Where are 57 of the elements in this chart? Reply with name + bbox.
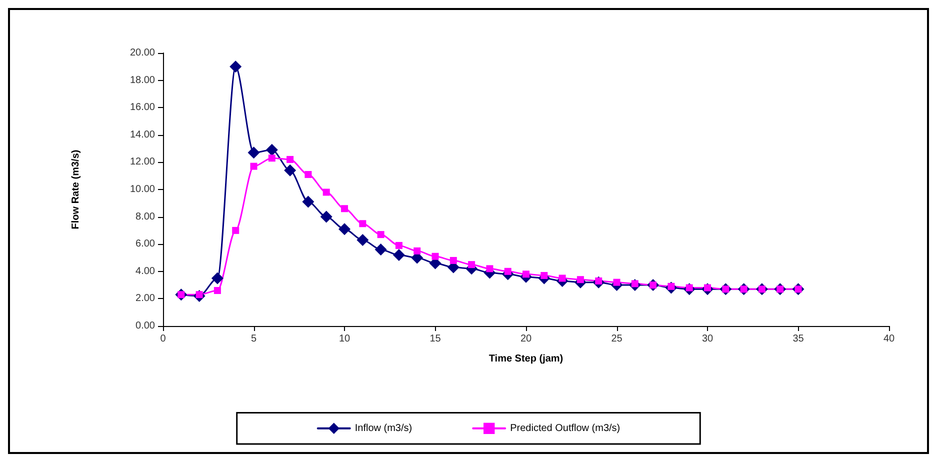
y-tick-label: 6.00 xyxy=(136,238,156,250)
point xyxy=(250,162,258,170)
point xyxy=(286,156,294,163)
point xyxy=(450,256,457,264)
point xyxy=(359,220,366,228)
x-tick-label: 25 xyxy=(611,334,623,344)
point xyxy=(232,226,240,234)
y-tick-label: 2.00 xyxy=(136,293,156,304)
y-tick-label: 14.00 xyxy=(130,129,156,140)
point xyxy=(613,278,620,286)
legend-label: Inflow (m3/s) xyxy=(354,422,412,434)
point xyxy=(432,252,439,260)
y-tick-label: 4.00 xyxy=(136,266,156,277)
y-axis-title: Flow Rate (m3/s) xyxy=(70,150,82,230)
point xyxy=(414,247,421,254)
point xyxy=(230,60,242,73)
point xyxy=(341,205,348,212)
point xyxy=(248,146,260,159)
point xyxy=(540,272,548,279)
y-tick-label: 0.00 xyxy=(136,320,156,332)
point xyxy=(576,276,584,284)
x-tick-label: 10 xyxy=(338,334,350,344)
point xyxy=(284,164,296,176)
x-tick-label: 0 xyxy=(160,334,166,344)
point xyxy=(266,144,278,156)
x-tick-label: 35 xyxy=(792,334,804,344)
y-tick-label: 16.00 xyxy=(130,102,156,114)
point xyxy=(211,272,224,284)
point xyxy=(302,196,314,208)
point xyxy=(558,274,566,282)
point xyxy=(522,270,530,278)
x-tick-label: 40 xyxy=(883,334,895,344)
point xyxy=(468,261,476,268)
point xyxy=(214,287,221,294)
y-tick-label: 18.00 xyxy=(130,74,156,86)
y-tick-label: 20.00 xyxy=(130,48,156,58)
point xyxy=(486,265,494,272)
point xyxy=(377,231,384,238)
point xyxy=(395,242,402,249)
y-tick-label: 8.00 xyxy=(136,211,156,222)
x-tick-label: 15 xyxy=(430,334,442,344)
x-tick-label: 20 xyxy=(520,334,532,344)
point xyxy=(322,188,330,196)
point xyxy=(374,244,387,256)
point xyxy=(356,234,369,246)
point xyxy=(504,268,512,275)
x-tick-label: 5 xyxy=(250,334,257,344)
point xyxy=(320,210,332,223)
point xyxy=(338,223,350,236)
point xyxy=(392,249,405,262)
y-tick-label: 10.00 xyxy=(130,184,156,195)
x-tick-label: 30 xyxy=(702,334,714,344)
point xyxy=(304,170,312,178)
x-axis-title: Time Step (jam) xyxy=(488,354,564,364)
y-tick-label: 12.00 xyxy=(130,156,156,168)
point xyxy=(268,154,276,162)
legend-label: Predicted Outflow (m3/s) xyxy=(510,422,620,434)
